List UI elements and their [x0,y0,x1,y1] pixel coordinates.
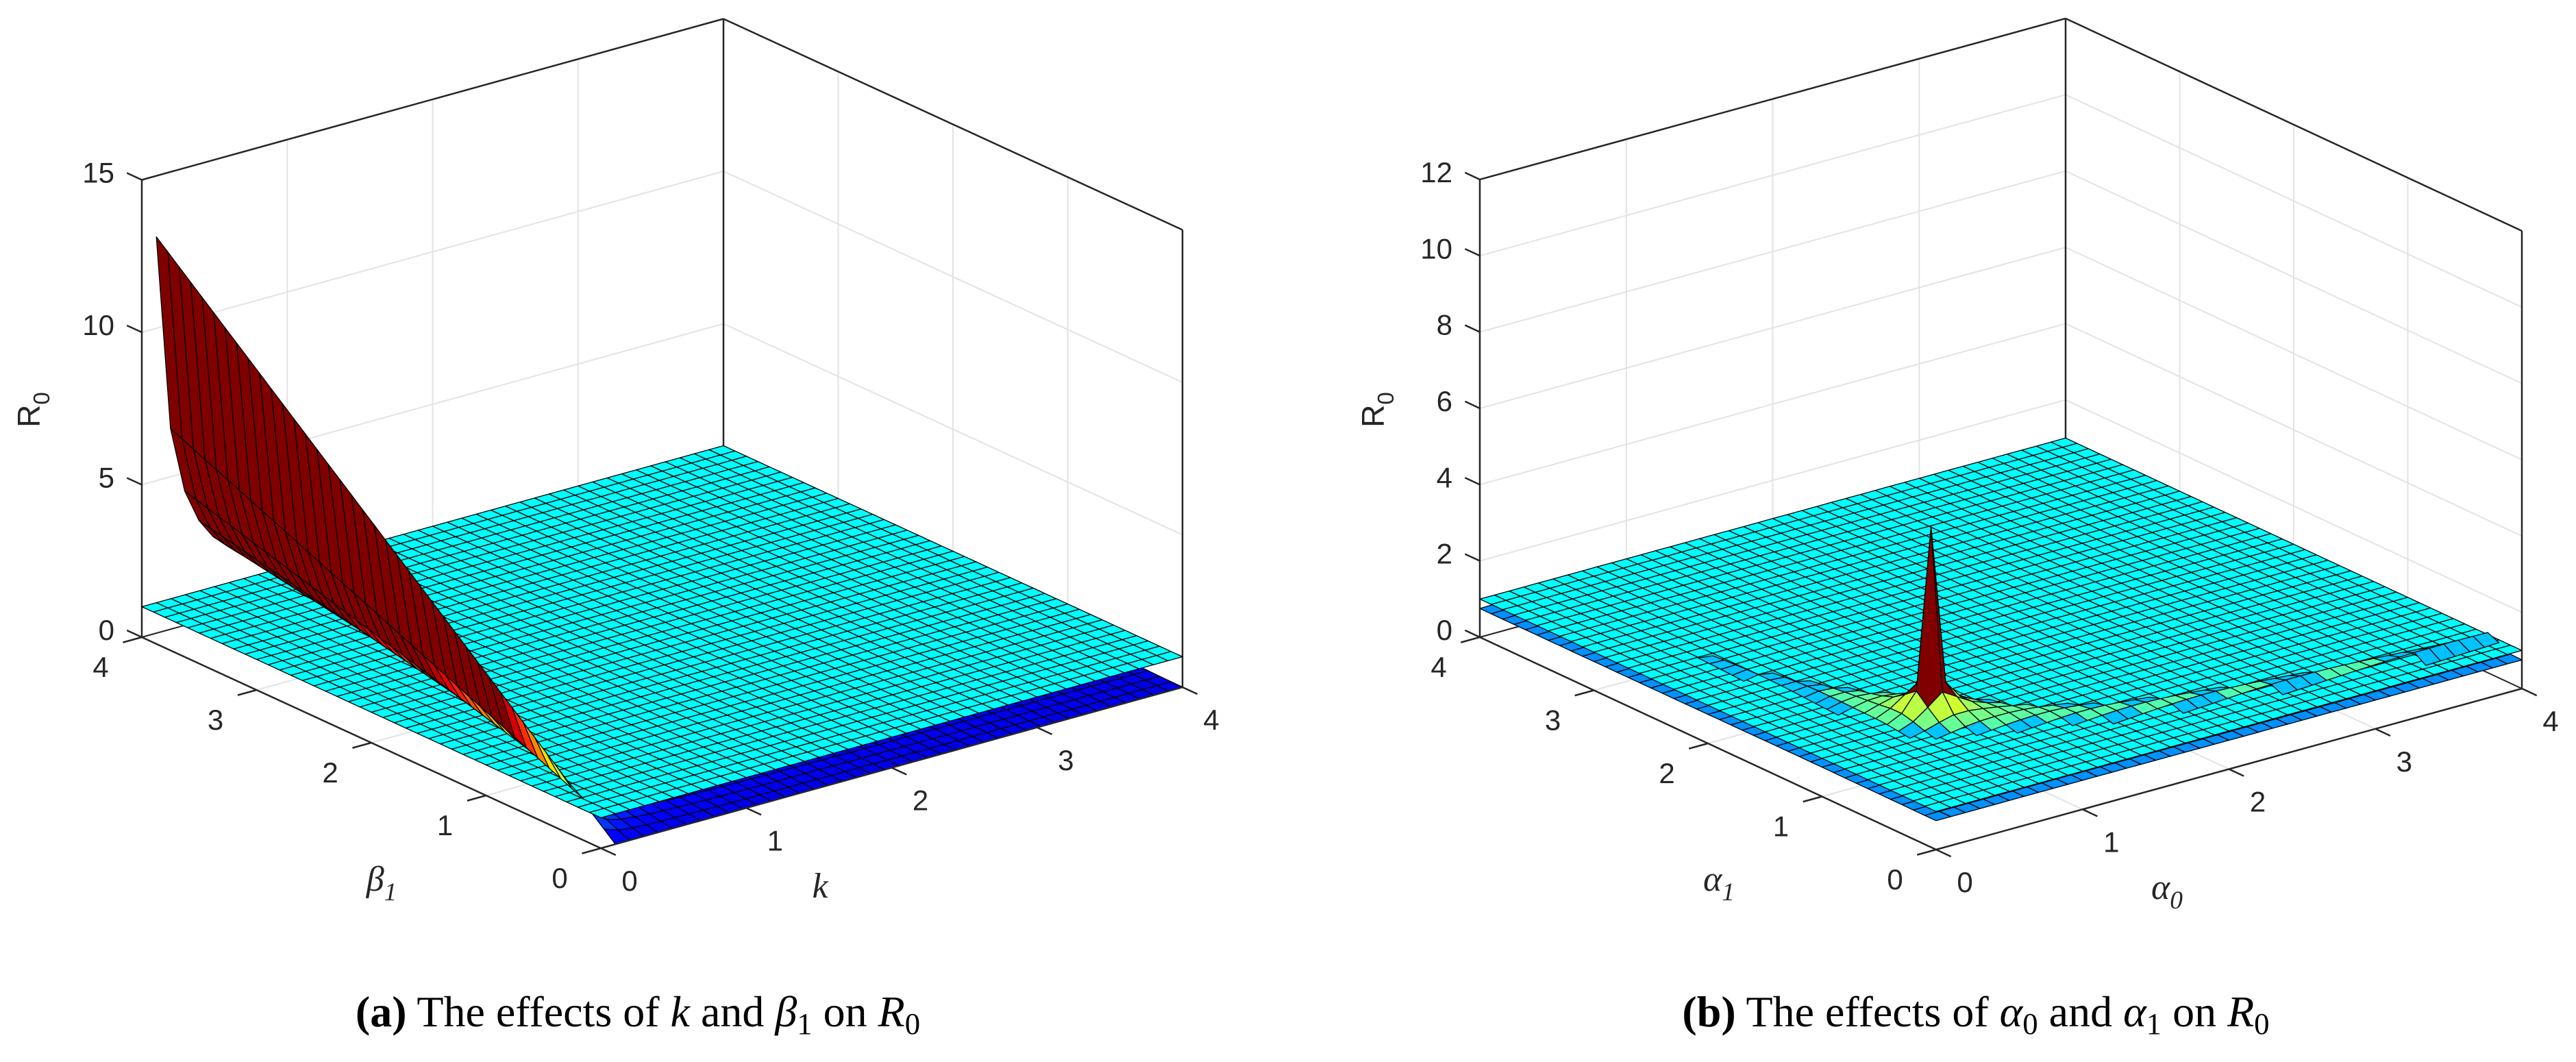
y-tick [467,794,486,802]
box-edge [141,18,724,181]
z-axis-label-base: R [11,405,47,428]
z-tick [126,172,143,181]
x-tick [891,767,907,776]
y-tick [352,741,372,749]
y-tick [237,689,257,696]
x-tick-label: 0 [621,865,637,897]
y-axis-label: β1 [366,860,397,906]
x-axis-label: k [812,867,828,906]
y-tick-label: 3 [208,704,223,736]
y-axis-label-base: β [366,860,384,899]
z-tick [126,477,143,486]
x-tick-label: 4 [1203,704,1219,736]
y-tick-label: 2 [322,756,338,789]
z-tick [126,324,143,334]
z-tick-label: 0 [99,614,114,646]
z-tick-label: 15 [82,157,114,189]
y-tick-label: 1 [437,809,453,841]
y-tick-label: 4 [92,651,108,683]
z-tick [126,629,143,639]
z-axis-label-subscript: 0 [29,392,55,404]
x-tick-label: 2 [913,785,928,817]
z-axis-label: R0 [11,392,55,428]
x-axis-label-base: k [812,867,828,906]
y-tick [123,636,143,643]
y-tick-label: 0 [552,862,567,894]
x-tick [745,807,762,816]
box-edge [723,18,1183,231]
x-tick [600,847,617,856]
z-tick-label: 5 [99,462,114,494]
z-tick-label: 10 [82,309,114,341]
x-tick-label: 3 [1058,744,1074,776]
y-tick [582,847,602,854]
x-tick-label: 1 [767,824,783,856]
x-tick [1037,726,1053,735]
y-axis-label-subscript: 1 [384,878,397,906]
x-tick [1182,686,1198,695]
